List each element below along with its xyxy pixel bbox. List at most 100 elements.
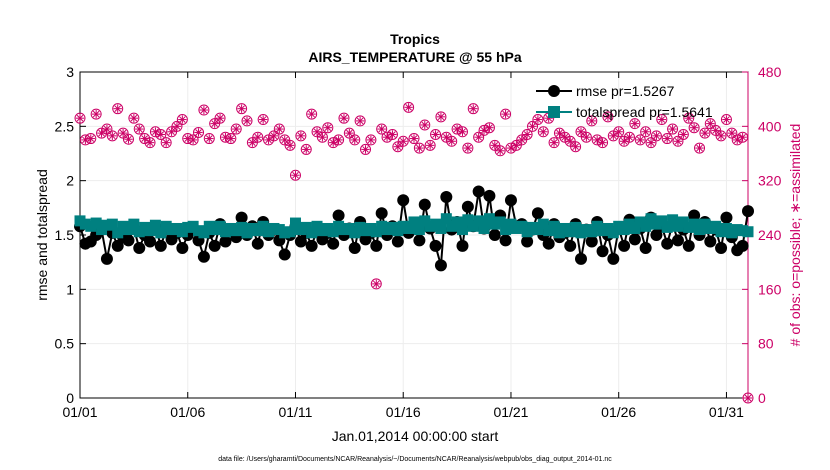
obs-assimilated-marker	[588, 117, 596, 125]
obs-possible-marker	[90, 108, 102, 120]
totalspread-point	[661, 221, 673, 233]
obs-assimilated-marker	[733, 136, 741, 144]
obs-assimilated-marker	[98, 129, 105, 137]
obs-point	[704, 118, 716, 130]
obs-possible-marker	[225, 133, 237, 145]
totalspread-point	[289, 217, 301, 229]
obs-possible-marker	[101, 123, 113, 135]
obs-possible-marker	[322, 122, 334, 134]
totalspread-point	[106, 218, 118, 230]
obs-assimilated-marker	[410, 135, 418, 142]
obs-point	[273, 123, 285, 135]
obs-assimilated-marker	[195, 129, 202, 136]
totalspread-point	[112, 227, 124, 239]
rmse-point	[628, 233, 641, 246]
y-axis-left: 0 0.5 1 1.5 2 2.5 3	[55, 64, 86, 406]
obs-point	[516, 134, 528, 146]
totalspread-point	[462, 214, 474, 226]
obs-point	[715, 130, 727, 142]
totalspread-point	[629, 222, 641, 234]
obs-assimilated-marker	[399, 137, 407, 145]
obs-assimilated-marker	[313, 128, 321, 136]
rmse-point	[742, 205, 754, 218]
totalspread-point	[473, 215, 485, 227]
obs-assimilated-marker	[631, 120, 639, 127]
obs-assimilated-marker	[448, 137, 456, 145]
rmse-point	[461, 200, 474, 213]
obs-assimilated-marker	[76, 114, 84, 122]
rmse-point	[208, 239, 221, 252]
obs-point	[365, 134, 377, 146]
obs-point	[74, 112, 86, 124]
obs-possible-marker	[483, 122, 495, 134]
obs-assimilated-marker	[609, 132, 617, 140]
obs-possible-marker	[397, 135, 409, 147]
obs-point	[640, 126, 652, 138]
obs-assimilated-marker	[577, 128, 585, 136]
obs-point	[408, 133, 420, 145]
obs-point	[225, 133, 237, 145]
obs-point	[403, 101, 415, 113]
rmse-point	[596, 245, 609, 258]
obs-possible-marker	[677, 128, 689, 140]
rmse-point	[639, 242, 652, 255]
obs-assimilated-marker	[125, 135, 132, 143]
obs-assimilated-marker	[189, 136, 197, 144]
obs-assimilated-marker	[405, 103, 412, 111]
obs-point	[726, 127, 738, 139]
obs-possible-marker	[160, 137, 172, 149]
legend-rmse-label: rmse pr=1.5267	[576, 83, 675, 99]
obs-possible-marker	[273, 123, 285, 135]
obs-assimilated-marker	[502, 110, 509, 118]
obs-assimilated-marker	[426, 142, 434, 149]
totalspread-point	[149, 219, 161, 231]
obs-assimilated-marker	[669, 125, 676, 133]
obs-possible-marker	[257, 114, 269, 126]
obs-possible-marker	[462, 142, 474, 154]
x-tick-label: 01/16	[386, 404, 421, 420]
legend-spread-marker	[548, 106, 560, 118]
rmse-point	[348, 242, 361, 255]
obs-possible-marker	[171, 120, 183, 132]
obs-assimilated-marker	[453, 125, 461, 133]
obs-assimilated-marker	[119, 129, 127, 137]
obs-possible-marker	[284, 139, 296, 151]
obs-assimilated-marker	[593, 136, 601, 144]
obs-possible-marker	[128, 112, 140, 124]
totalspread-point	[656, 215, 668, 227]
obs-point	[160, 137, 172, 149]
rmse-point	[456, 239, 469, 252]
rmse-point	[618, 239, 631, 252]
obs-assimilated-marker	[459, 128, 466, 136]
x-tick-label: 01/06	[170, 404, 205, 420]
obs-possible-marker	[419, 119, 431, 131]
obs-point	[672, 135, 684, 147]
obs-point	[284, 139, 296, 151]
obs-possible-marker	[360, 143, 372, 155]
obs-point	[467, 103, 479, 115]
obs-point	[322, 122, 334, 134]
obs-assimilated-marker	[539, 128, 547, 136]
rmse-point	[720, 211, 733, 224]
obs-assimilated-marker	[308, 110, 315, 118]
obs-assimilated-marker	[744, 394, 752, 402]
obs-possible-marker	[268, 130, 280, 142]
rmse-point	[429, 239, 442, 252]
obs-assimilated-marker	[356, 117, 364, 125]
x-axis: 01/01 01/06 01/11 01/16 01/21 01/26 01/31	[62, 72, 744, 420]
obs-assimilated-marker	[216, 114, 224, 122]
obs-possible-marker	[602, 111, 614, 123]
rmse-point	[736, 239, 749, 252]
totalspread-point	[478, 222, 490, 234]
obs-possible-marker	[640, 126, 652, 138]
obs-assimilated-marker	[146, 139, 154, 146]
obs-possible-marker	[193, 126, 205, 138]
totalspread-point	[435, 222, 447, 234]
obs-assimilated-marker	[82, 136, 89, 144]
obs-point	[667, 123, 679, 135]
obs-point	[435, 111, 447, 123]
obs-assimilated-marker	[636, 136, 644, 144]
obs-possible-marker	[737, 131, 749, 143]
totalspread-point	[640, 220, 652, 232]
obs-point	[203, 133, 215, 145]
